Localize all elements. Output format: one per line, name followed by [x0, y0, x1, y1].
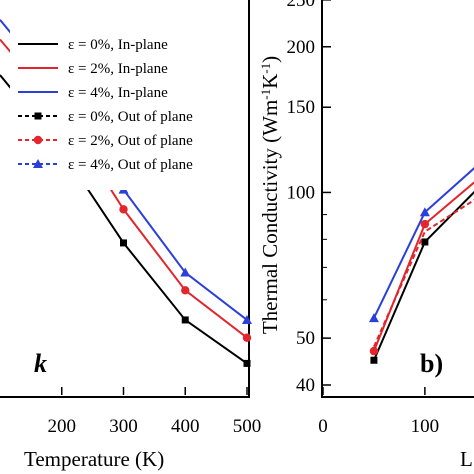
panel-a-label: k [34, 349, 47, 378]
legend-entry-4-marker [33, 135, 43, 145]
legend-entry-5-marker [33, 159, 43, 168]
legend-entry-1: ε = 2%, In-plane [18, 61, 168, 77]
legend-entry-1-label: ε = 2%, In-plane [68, 61, 168, 77]
panel-a: 200 300 400 500 ε = 0%, In-plane ε = 2%, In-… [0, 0, 261, 471]
panel-b-ytick-label-2: 100 [287, 182, 316, 203]
panel-a-xlabel: Temperature (K) [24, 447, 164, 471]
legend-entry-4-label: ε = 2%, Out of plane [68, 133, 193, 149]
legend-entry-3-marker [34, 112, 42, 120]
panel-a-series-0-point-3 [243, 359, 251, 367]
panel-a-xtick-label-0: 200 [48, 416, 77, 437]
panel-b-series-0-line [373, 190, 474, 361]
ylabel-mid: K [258, 74, 282, 89]
panel-b-series-1-point-1 [420, 219, 430, 229]
panel-b-ytick-label-4: 200 [287, 37, 316, 58]
legend-entry-3: ε = 0%, Out of plane [18, 109, 193, 125]
panel-b-frame [321, 0, 474, 398]
panel-b-series-0-point-1 [421, 238, 429, 246]
panel-a-series-2-point-3 [242, 314, 252, 324]
legend-entry-2-label: ε = 4%, In-plane [68, 85, 168, 101]
panel-b-ytick-label-0: 40 [296, 375, 315, 396]
legend-entry-5: ε = 4%, Out of plane [18, 157, 193, 173]
panel-b-xtick-label-1: 100 [411, 416, 440, 437]
panel-a-series-1-point-3 [242, 333, 252, 342]
ylabel-sup-2: -1 [258, 63, 273, 74]
panel-b-series-1-point-0 [369, 346, 379, 356]
ylabel-sup-1: -1 [258, 89, 273, 100]
panel-b-ytick-label-5: 250 [287, 0, 316, 11]
panel-a-series-0-point-2 [181, 316, 189, 324]
legend-entry-5-label: ε = 4%, Out of plane [68, 157, 193, 173]
panel-b-ytick-label-1: 50 [296, 328, 315, 349]
panel-b-series-2-point-1 [419, 207, 430, 217]
panel-b-series-2-line [373, 167, 474, 319]
panel-b-series-0-point-0 [370, 356, 378, 364]
panel-b-series-2-point-0 [368, 313, 379, 323]
panel-a-series-1-point-2 [181, 286, 190, 295]
ylabel-main: Thermal Conductivity (Wm [258, 100, 282, 334]
panel-a-series-2-point-2 [180, 267, 191, 277]
panel-b-series-3-line [373, 198, 474, 348]
panel-a-series-0-point-1 [120, 239, 127, 247]
panel-a-xtick-label-3: 500 [233, 416, 262, 437]
panel-b-ytick-label-3: 150 [287, 97, 316, 118]
panel-a-frame [0, 0, 250, 398]
legend-entry-0-label: ε = 0%, In-plane [68, 37, 168, 53]
panel-a-series-1-point-1 [119, 205, 128, 214]
panel-b: 40 50 100 150 200 250 0 100 b) L Thermal Conduc… [258, 0, 474, 471]
panel-b-ylabel: Thermal Conductivity (Wm-1K-1) [258, 56, 283, 334]
panel-b-xlabel: L [460, 447, 473, 471]
panel-b-label: b) [420, 349, 443, 378]
legend-entry-4: ε = 2%, Out of plane [18, 133, 193, 149]
legend-entry-3-label: ε = 0%, Out of plane [68, 109, 193, 125]
legend: ε = 0%, In-plane ε = 2%, In-plane ε = 4%, … [10, 28, 242, 190]
legend-entry-2: ε = 4%, In-plane [18, 85, 168, 101]
panel-a-xtick-label-1: 300 [109, 416, 138, 437]
ylabel-end: ) [258, 56, 282, 63]
legend-entry-0: ε = 0%, In-plane [18, 37, 168, 53]
panel-b-xtick-label-0: 0 [318, 416, 328, 437]
panel-a-xtick-label-2: 400 [171, 416, 200, 437]
